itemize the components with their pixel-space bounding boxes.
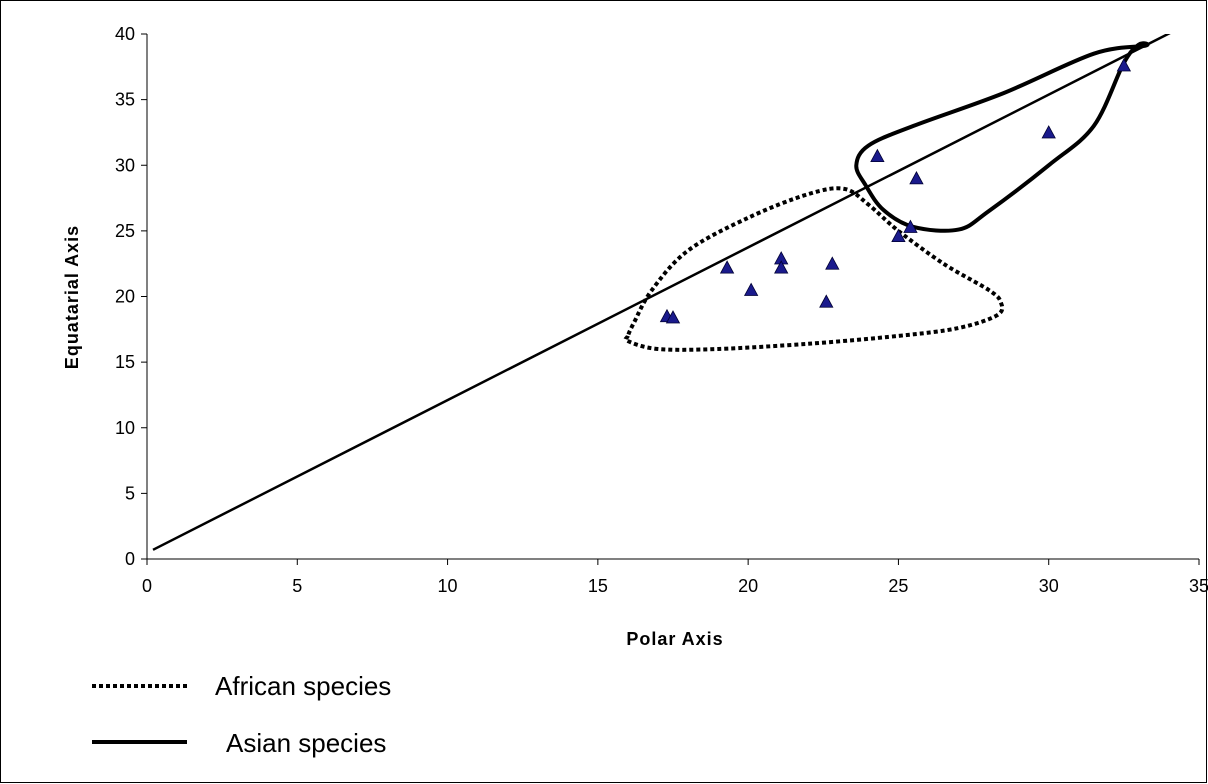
legend-label-asian: Asian species	[226, 728, 386, 758]
x-tick-label: 20	[738, 576, 758, 596]
y-axis-title: Equatarial Axis	[62, 225, 82, 369]
y-tick-label: 25	[115, 221, 135, 241]
x-tick-label: 25	[888, 576, 908, 596]
x-tick-label: 15	[588, 576, 608, 596]
y-tick-label: 5	[125, 483, 135, 503]
axes	[141, 33, 1200, 565]
data-point-triangle	[819, 294, 834, 308]
y-tick-label: 0	[125, 549, 135, 569]
species-regions	[623, 41, 1150, 352]
x-tick-label: 35	[1189, 576, 1208, 596]
data-point-triangle	[1116, 58, 1132, 72]
trendline	[152, 34, 1171, 551]
data-point-triangle	[903, 219, 918, 233]
data-point-triangle	[774, 260, 789, 274]
data-point-triangle	[909, 171, 924, 185]
y-tick-label: 40	[115, 24, 135, 44]
y-tick-label: 15	[115, 352, 135, 372]
data-point-triangle	[743, 282, 759, 296]
y-tick-label: 35	[115, 90, 135, 110]
african-species-outline	[623, 186, 1005, 352]
data-point-triangle	[891, 228, 906, 243]
y-tick-label: 20	[115, 287, 135, 307]
data-points	[659, 58, 1132, 324]
x-tick-label: 5	[292, 576, 302, 596]
y-tick-label: 30	[115, 155, 135, 175]
data-point-triangle	[719, 260, 735, 274]
data-point-triangle	[825, 256, 840, 270]
y-tick-label: 10	[115, 418, 135, 438]
data-point-triangle	[870, 148, 885, 162]
x-tick-label: 10	[438, 576, 458, 596]
data-point-triangle	[665, 310, 681, 324]
legend: African species Asian species	[92, 671, 391, 758]
x-axis-title: Polar Axis	[626, 629, 723, 649]
trendline-group	[152, 34, 1171, 551]
legend-label-african: African species	[215, 671, 391, 701]
asian-species-outline	[854, 41, 1150, 233]
x-tick-label: 0	[142, 576, 152, 596]
data-point-triangle	[1041, 125, 1056, 139]
tick-labels: 0 5 10 15 20 25 30 35 40 0 5 10 15 20 25 30 35	[115, 24, 1208, 596]
x-tick-label: 30	[1039, 576, 1059, 596]
